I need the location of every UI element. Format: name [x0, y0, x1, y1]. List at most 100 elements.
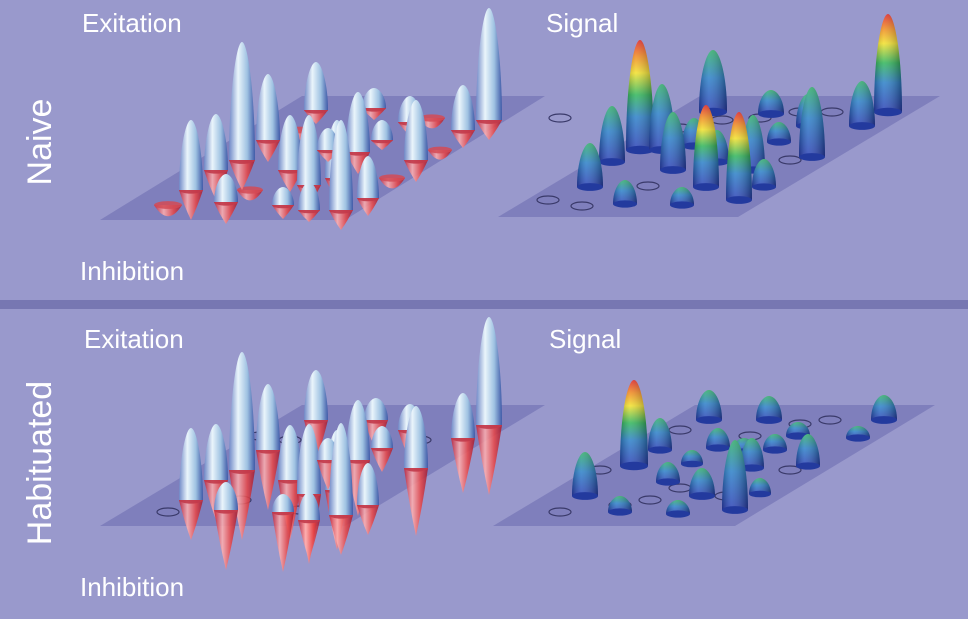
signal-peak-base [670, 201, 694, 209]
signal-peak [706, 428, 730, 452]
signal-peak-base [796, 462, 820, 470]
signal-peak [670, 187, 694, 209]
inhibition-cone [256, 450, 280, 510]
signal-peak [756, 396, 782, 424]
row-label-habituated: Habituated [21, 380, 59, 546]
inhibition-cone [229, 470, 255, 540]
signal-peak [749, 478, 771, 498]
spike [204, 114, 228, 200]
excitation-spike [229, 42, 255, 160]
signal-peak-shade [706, 428, 730, 448]
signal-peak-shade [758, 90, 784, 114]
excitation-spike [256, 384, 280, 450]
spike [476, 8, 502, 140]
excitation-spike [476, 8, 502, 120]
signal-peak [577, 143, 603, 191]
signal-peak-base [577, 183, 603, 191]
bowl [154, 201, 182, 217]
excitation-spike [357, 156, 379, 198]
signal-peak-base [608, 508, 632, 516]
spike [304, 62, 328, 124]
spike [346, 92, 370, 174]
signal-peak-base [871, 416, 897, 424]
inhibition-cone [256, 140, 280, 162]
inhibition-cone [179, 190, 203, 220]
inhibition-cone [298, 520, 320, 560]
signal-peak-shade [756, 396, 782, 420]
excitation-spike [204, 424, 228, 480]
spike [476, 317, 502, 495]
spike [278, 115, 302, 192]
spike [298, 492, 320, 560]
signal-peak-shade [689, 468, 715, 496]
excitation-spike [204, 114, 228, 170]
signal-peak [767, 122, 791, 146]
signal-peak-base [656, 478, 680, 486]
spike [179, 428, 203, 540]
row-label-naive: Naive [21, 98, 59, 186]
spike [272, 494, 294, 572]
signal-peak [758, 90, 784, 118]
signal-peak-base [696, 416, 722, 424]
signal-peak-shade [799, 87, 825, 157]
signal-peak-base [726, 196, 752, 204]
excitation-spike [278, 115, 302, 170]
inhibition-label-naive: Inhibition [80, 256, 185, 286]
signal-peak-shade [670, 187, 694, 205]
excitation-spike [298, 182, 320, 210]
signal-peak-shade [656, 462, 680, 482]
signal-peak-shade [874, 14, 902, 112]
inhibition-cone [371, 448, 393, 472]
signal-peak-shade [599, 106, 625, 162]
spike [272, 187, 294, 219]
signal-peak-shade [572, 452, 598, 496]
signal-peak-base [572, 492, 598, 500]
excitation-spike [214, 174, 238, 202]
signal-peak-base [846, 434, 870, 442]
inhibition-cone [451, 130, 475, 148]
signal-peak-shade [752, 159, 776, 187]
signal-peak [874, 14, 902, 117]
inhibition-cone [476, 425, 502, 495]
spike [362, 88, 386, 120]
excitation-spike [476, 317, 502, 425]
bowl-rim [428, 146, 452, 154]
inhibition-cone [329, 515, 353, 555]
signal-peak [846, 426, 870, 442]
inhibition-cone [179, 500, 203, 540]
inhibition-cone [278, 170, 302, 192]
signal-peak-base [613, 200, 637, 208]
spike [229, 352, 255, 540]
signal-peak [849, 81, 875, 130]
signal-peak-base [749, 490, 771, 498]
excitation-spike [329, 423, 353, 515]
spike [329, 423, 353, 555]
signal-peak-base [706, 444, 730, 452]
signal-peak-shade [767, 122, 791, 142]
signal-peak-shade [749, 478, 771, 494]
signal-peak [696, 390, 722, 424]
signal-peak [799, 87, 825, 161]
panel-divider [0, 300, 968, 309]
signal-peak-base [689, 492, 715, 500]
signal-peak-base [756, 416, 782, 424]
signal-peak [726, 112, 752, 204]
signal-peak-base [763, 446, 787, 454]
signal-peak-shade [796, 434, 820, 466]
signal-peak-base [648, 446, 672, 454]
excitation-spike [179, 120, 203, 190]
inhibition-cone [346, 152, 370, 174]
excitation-spike [256, 74, 280, 140]
signal-peak-shade [871, 395, 897, 420]
spike [214, 482, 238, 570]
signal-peak-shade [608, 496, 632, 512]
signal-peak-shade [763, 434, 787, 450]
signal-peak-base [758, 110, 784, 118]
receptor-hole [156, 507, 180, 517]
signal-peak-base [722, 506, 748, 514]
excitation-spike [297, 115, 321, 185]
bowl-rim [419, 114, 445, 122]
inhibition-cone [272, 512, 294, 572]
receptor-hole [778, 155, 802, 165]
